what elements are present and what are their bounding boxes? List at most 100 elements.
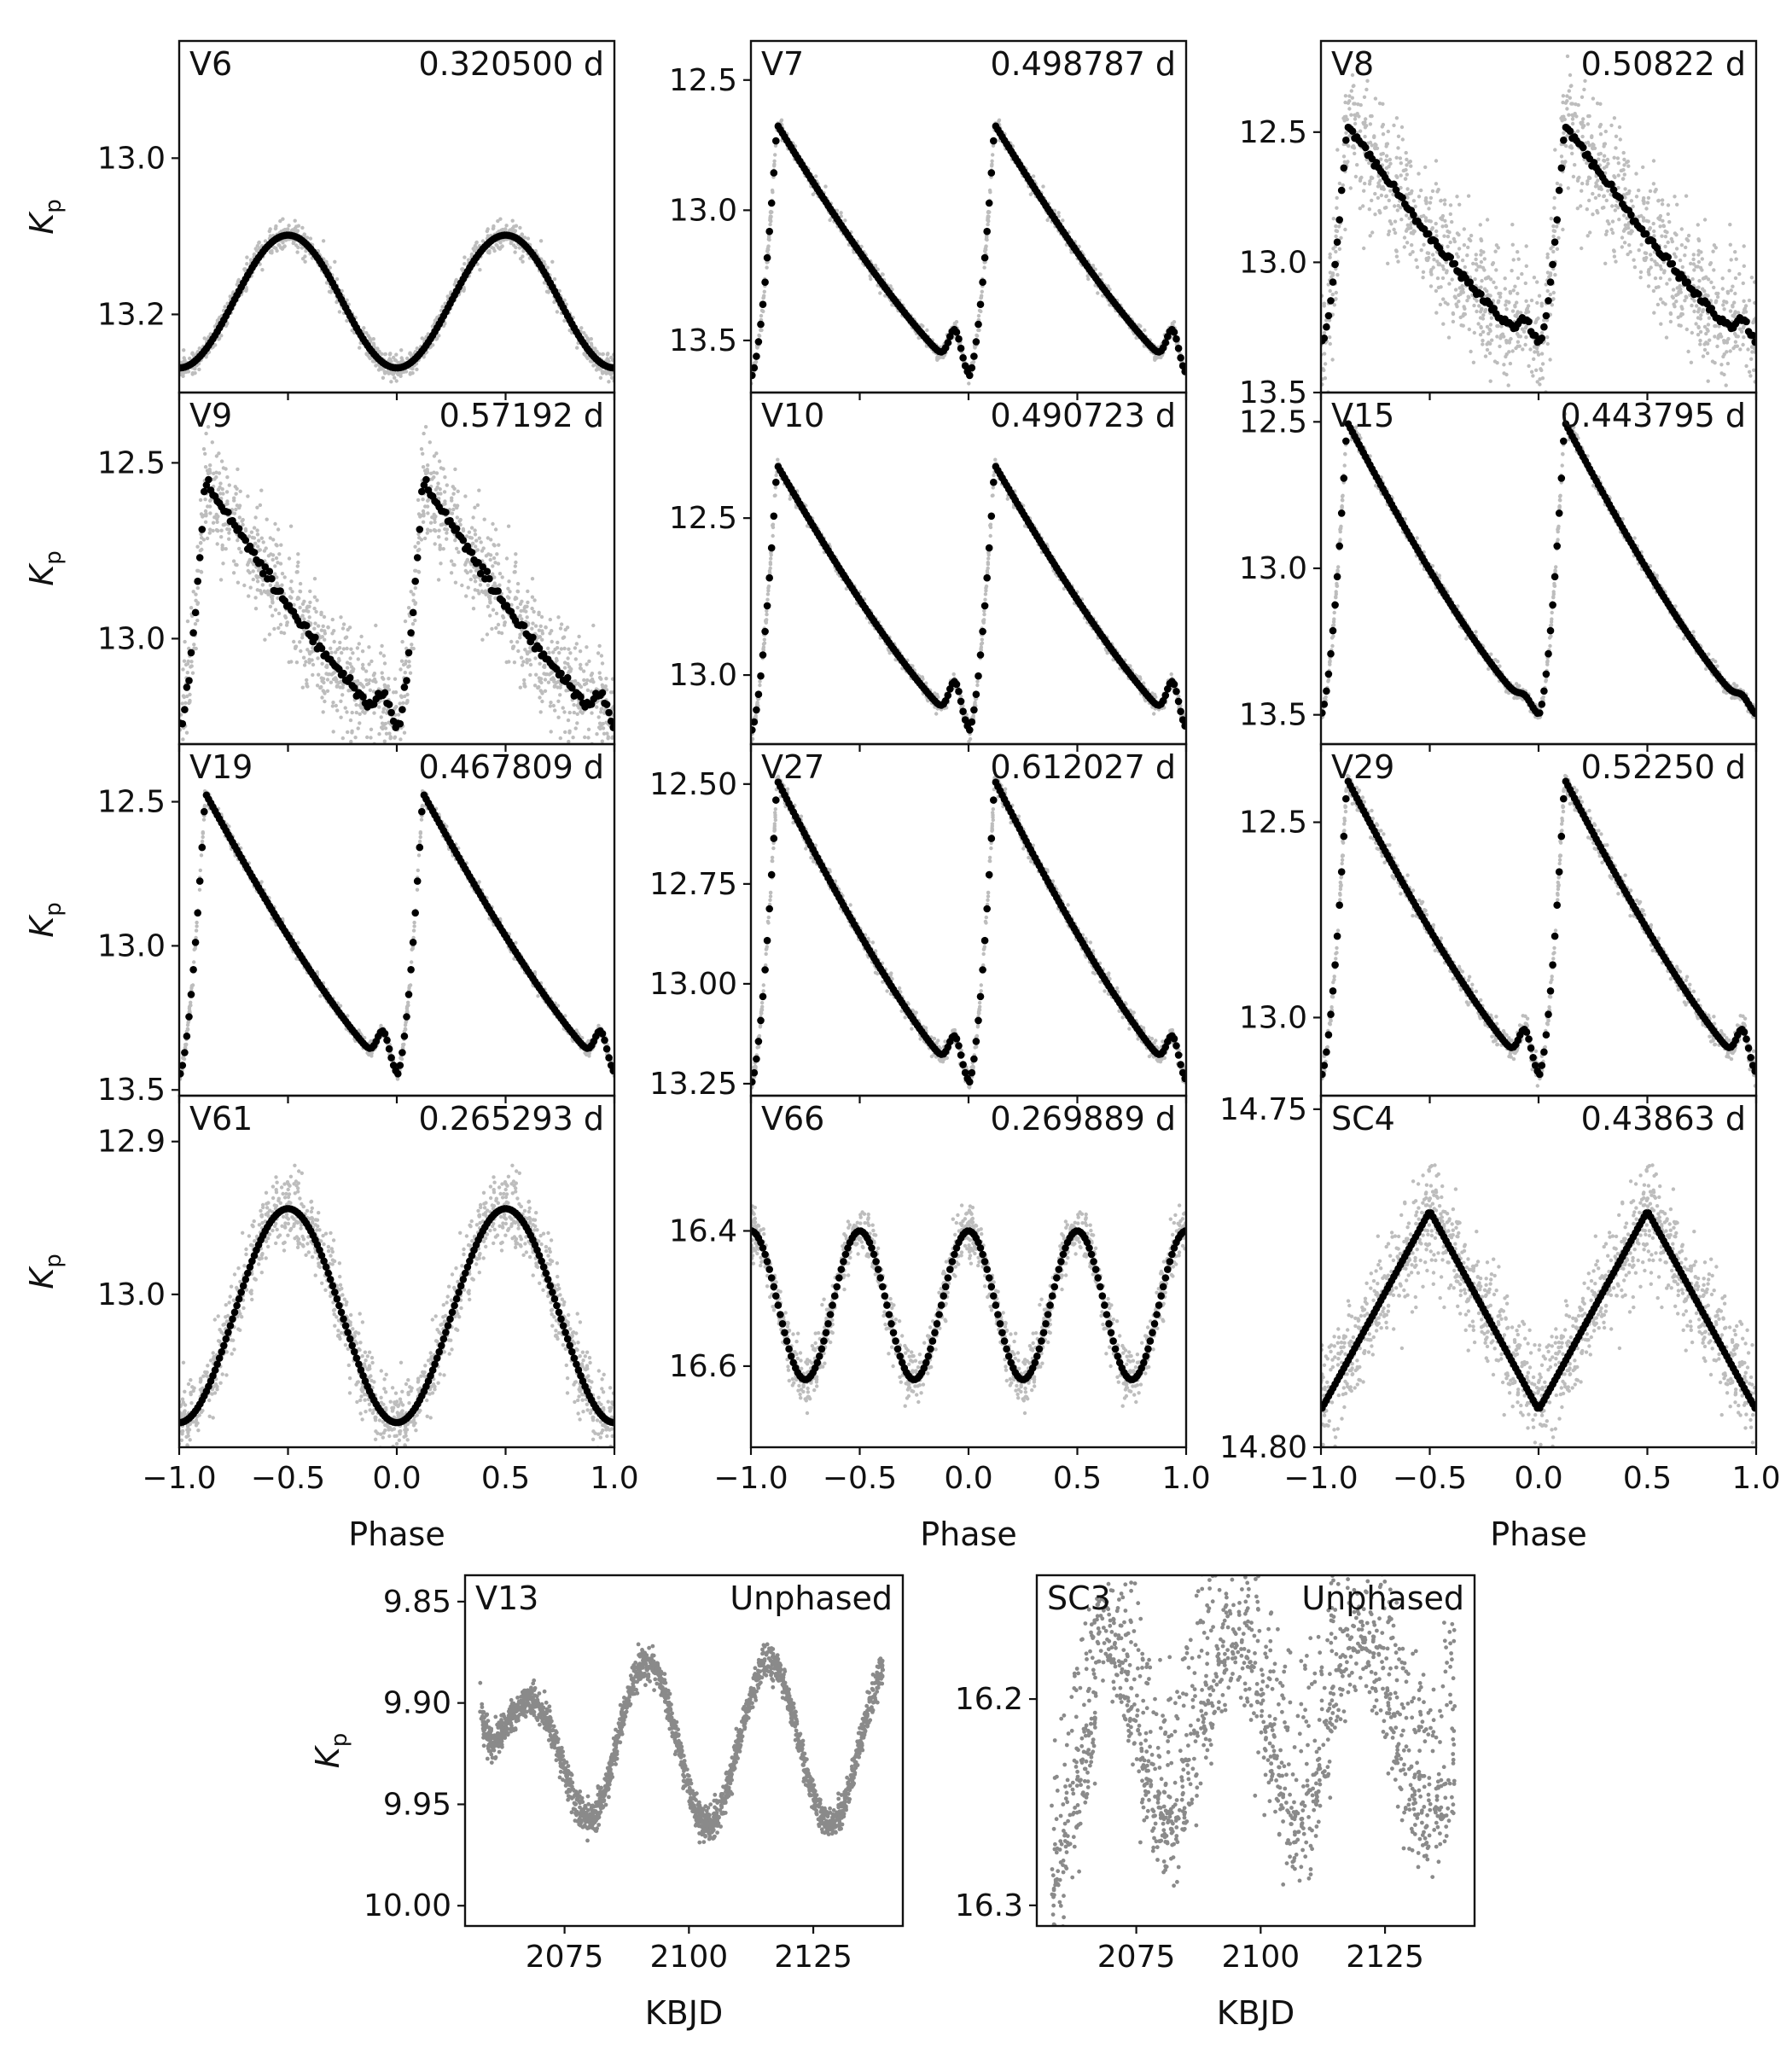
raw-point — [1598, 102, 1603, 107]
raw-point — [1473, 276, 1477, 282]
raw-point — [1404, 177, 1408, 181]
raw-point — [1603, 159, 1607, 163]
raw-point — [1644, 207, 1649, 211]
raw-point — [1680, 265, 1685, 270]
raw-point — [1604, 165, 1609, 169]
raw-point — [335, 300, 339, 305]
raw-point — [281, 241, 285, 245]
raw-point — [1626, 164, 1631, 168]
raw-point — [1511, 258, 1516, 262]
raw-point — [1698, 338, 1702, 343]
raw-point — [1364, 87, 1369, 92]
raw-point — [1424, 256, 1428, 261]
raw-point — [1402, 245, 1407, 249]
raw-point — [1621, 229, 1626, 233]
raw-point — [1747, 369, 1752, 374]
raw-point — [1509, 336, 1513, 341]
raw-point — [1474, 253, 1479, 257]
raw-point — [437, 334, 441, 338]
raw-point — [1519, 311, 1523, 315]
raw-point — [323, 637, 327, 642]
raw-point — [294, 243, 299, 247]
raw-point — [1696, 259, 1702, 265]
raw-point — [609, 355, 614, 360]
raw-point — [1737, 311, 1741, 315]
raw-point — [1540, 376, 1545, 381]
raw-point — [1480, 278, 1484, 283]
raw-point — [1532, 357, 1536, 361]
raw-point — [1341, 154, 1347, 159]
raw-point — [1377, 208, 1382, 213]
raw-point — [1424, 200, 1428, 204]
raw-point — [1697, 306, 1702, 311]
raw-point — [257, 241, 261, 245]
raw-point — [1657, 215, 1662, 220]
raw-point — [1510, 269, 1514, 273]
raw-point — [1356, 102, 1360, 107]
period-label: 0.498787 d — [990, 45, 1176, 83]
raw-point — [1463, 265, 1468, 270]
raw-point — [219, 334, 224, 338]
raw-point — [1590, 135, 1594, 140]
raw-point — [404, 369, 409, 374]
raw-point — [1558, 183, 1563, 188]
raw-point — [1527, 364, 1531, 369]
raw-point — [1552, 195, 1556, 201]
raw-point — [1719, 363, 1724, 367]
raw-point — [1591, 191, 1595, 196]
binned-point — [753, 352, 760, 360]
raw-point — [1742, 299, 1746, 303]
binned-point — [1172, 335, 1180, 343]
raw-point — [1721, 354, 1725, 359]
raw-point — [231, 571, 236, 575]
raw-point — [770, 188, 775, 193]
raw-point — [208, 332, 212, 336]
raw-point — [1612, 155, 1616, 160]
raw-point — [1626, 191, 1631, 195]
raw-point — [1447, 230, 1452, 235]
raw-point — [1323, 362, 1328, 366]
raw-point — [1387, 165, 1391, 169]
binned-point — [1642, 230, 1650, 238]
raw-point — [1363, 134, 1367, 139]
raw-point — [1690, 276, 1695, 282]
raw-point — [1575, 207, 1580, 211]
raw-point — [1337, 181, 1342, 186]
raw-point — [1668, 319, 1673, 324]
raw-point — [1523, 342, 1527, 347]
binned-point — [1321, 335, 1329, 342]
raw-point — [1362, 189, 1366, 193]
raw-point — [852, 250, 856, 254]
raw-point — [195, 544, 200, 549]
y-tick-label: 12.5 — [669, 63, 737, 98]
raw-point — [1392, 227, 1396, 232]
raw-point — [1396, 259, 1400, 264]
raw-point — [472, 248, 477, 253]
raw-point — [1475, 309, 1479, 314]
raw-point — [1456, 254, 1461, 259]
raw-point — [1335, 195, 1339, 201]
raw-point — [1385, 171, 1390, 175]
raw-point — [227, 531, 231, 535]
raw-point — [1423, 165, 1428, 170]
binned-point — [1486, 300, 1493, 308]
binned-point — [1181, 368, 1186, 375]
raw-point — [1435, 276, 1440, 281]
raw-point — [954, 320, 959, 324]
raw-point — [1638, 276, 1643, 280]
raw-point — [1086, 276, 1091, 282]
raw-point — [1706, 379, 1710, 383]
raw-point — [501, 238, 506, 242]
binned-point — [1340, 164, 1348, 172]
raw-point — [1722, 300, 1726, 304]
star-name: V6 — [189, 45, 232, 83]
raw-point — [1647, 268, 1651, 272]
raw-point — [759, 308, 765, 313]
raw-point — [1457, 202, 1462, 207]
raw-point — [1358, 129, 1363, 133]
raw-point — [975, 333, 979, 338]
raw-point — [1460, 283, 1464, 288]
raw-point — [1533, 350, 1537, 354]
raw-point — [294, 224, 299, 229]
raw-point — [290, 228, 295, 232]
